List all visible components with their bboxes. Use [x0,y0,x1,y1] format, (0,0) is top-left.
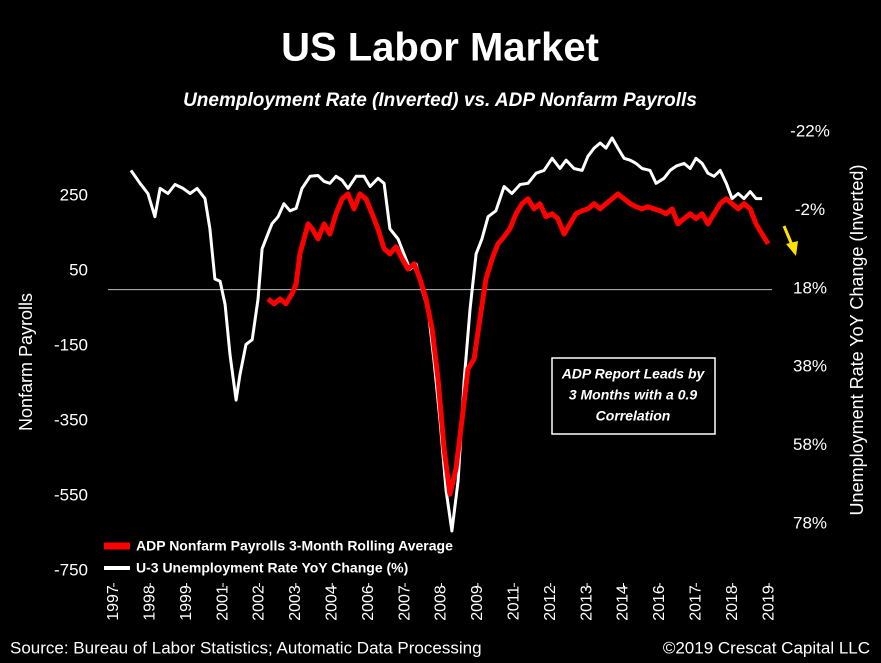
y2-tick-label: 58% [793,435,827,454]
x-tick-label: 2012 [542,585,559,621]
x-tick-label: 2016 [651,585,668,621]
x-tick-label: 2017 [687,585,704,621]
x-tick-label: 2002 [251,585,268,621]
x-tick-label: 2003 [287,585,304,621]
y-tick-label: -350 [54,410,88,429]
x-tick-label: 2014 [615,585,632,621]
y-tick-label: -550 [54,485,88,504]
annotation-line: 3 Months with a 0.9 [569,387,698,403]
chart-subtitle: Unemployment Rate (Inverted) vs. ADP Non… [183,90,697,111]
legend-label: ADP Nonfarm Payrolls 3-Month Rolling Ave… [136,538,453,554]
y2-tick-label: -2% [795,200,825,219]
y-tick-label: 250 [60,185,88,204]
x-tick-label: 2019 [760,585,777,621]
x-tick-label: 2007 [396,585,413,621]
x-tick-label: 2018 [724,585,741,621]
legend: ADP Nonfarm Payrolls 3-Month Rolling Ave… [104,538,453,576]
legend-label: U-3 Unemployment Rate YoY Change (%) [136,560,408,576]
x-tick-label: 1997 [105,585,122,621]
y-tick-label: -150 [54,335,88,354]
y2-tick-label: 18% [793,278,827,297]
y-tick-label: -750 [54,560,88,579]
x-tick-label: 2011 [505,586,522,621]
y-axis-label: Nonfarm Payrolls [16,293,36,431]
x-tick-label: 2009 [469,585,486,621]
y2-tick-label: 38% [793,357,827,376]
x-tick-label: 2008 [433,585,450,621]
x-tick-label: 2001 [214,585,231,621]
series-line [266,191,771,497]
y-tick-label: 50 [69,260,88,279]
x-tick-label: 2013 [578,585,595,621]
chart-title: US Labor Market [281,26,599,70]
annotation-line: ADP Report Leads by [561,366,706,382]
x-tick-label: 1999 [178,585,195,621]
yellow-arrow [782,225,798,256]
x-tick-label: 2006 [360,585,377,621]
y2-tick-label: 78% [793,513,827,532]
y2-tick-label: -22% [790,121,830,140]
x-tick-label: 2004 [323,585,340,621]
annotation-line: Correlation [596,408,671,424]
x-tick-label: 1998 [141,585,158,621]
y2-axis-label: Unemployment Rate YoY Change (Inverted) [847,165,867,516]
credit-note: ©2019 Crescat Capital LLC [663,638,870,657]
source-note: Source: Bureau of Labor Statistics; Auto… [10,638,482,657]
annotation-box [551,357,716,435]
